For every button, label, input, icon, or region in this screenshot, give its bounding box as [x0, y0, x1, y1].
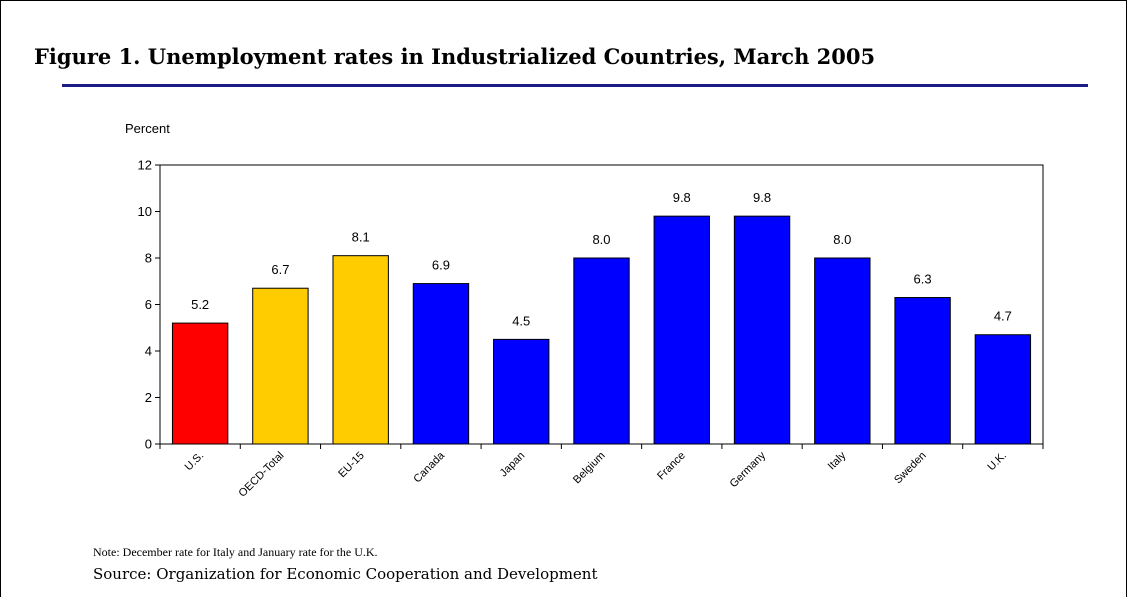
x-tick-label: Sweden [892, 450, 929, 487]
x-tick-label: EU-15 [336, 450, 367, 481]
title-rule [62, 84, 1088, 87]
bar [493, 338, 550, 445]
bar [252, 287, 309, 445]
y-tick-label: 10 [138, 204, 152, 219]
y-tick-label: 12 [138, 158, 152, 173]
y-axis-label: Percent [125, 121, 170, 136]
x-tick-label: France [655, 450, 688, 483]
data-label: 8.1 [352, 230, 370, 245]
data-label: 5.2 [191, 297, 209, 312]
y-tick-label: 0 [145, 437, 152, 452]
bar [171, 322, 229, 445]
bar [974, 334, 1032, 445]
data-label: 6.7 [271, 262, 289, 277]
data-label: 4.7 [994, 309, 1012, 324]
data-label: 4.5 [512, 313, 530, 328]
x-tick-label: Germany [728, 449, 769, 490]
bar [653, 215, 710, 445]
x-tick-label: OECD-Total [237, 450, 287, 500]
data-label: 9.8 [673, 190, 691, 205]
data-label: 6.9 [432, 258, 450, 273]
bar [894, 297, 951, 445]
y-tick-label: 4 [145, 344, 152, 359]
bar [733, 215, 791, 445]
data-label: 8.0 [592, 232, 610, 247]
data-label: 6.3 [914, 272, 932, 287]
x-tick-label: Canada [411, 449, 447, 485]
bar [332, 255, 389, 445]
chart-source: Source: Organization for Economic Cooper… [93, 565, 598, 583]
bar [573, 257, 630, 445]
figure-title: Figure 1. Unemployment rates in Industri… [34, 44, 876, 69]
bar [412, 283, 470, 445]
x-tick-label: Japan [498, 450, 528, 480]
x-tick-label: Italy [826, 449, 849, 472]
y-tick-label: 6 [145, 297, 152, 312]
chart-note: Note: December rate for Italy and Januar… [93, 545, 378, 559]
data-label: 8.0 [833, 232, 851, 247]
x-tick-label: Belgium [571, 450, 608, 487]
x-tick-label: U.K. [985, 450, 1009, 474]
data-label: 9.8 [753, 190, 771, 205]
bar [814, 257, 871, 445]
x-tick-label: U.S. [183, 450, 207, 474]
y-tick-label: 8 [145, 251, 152, 266]
y-tick-label: 2 [145, 390, 152, 405]
